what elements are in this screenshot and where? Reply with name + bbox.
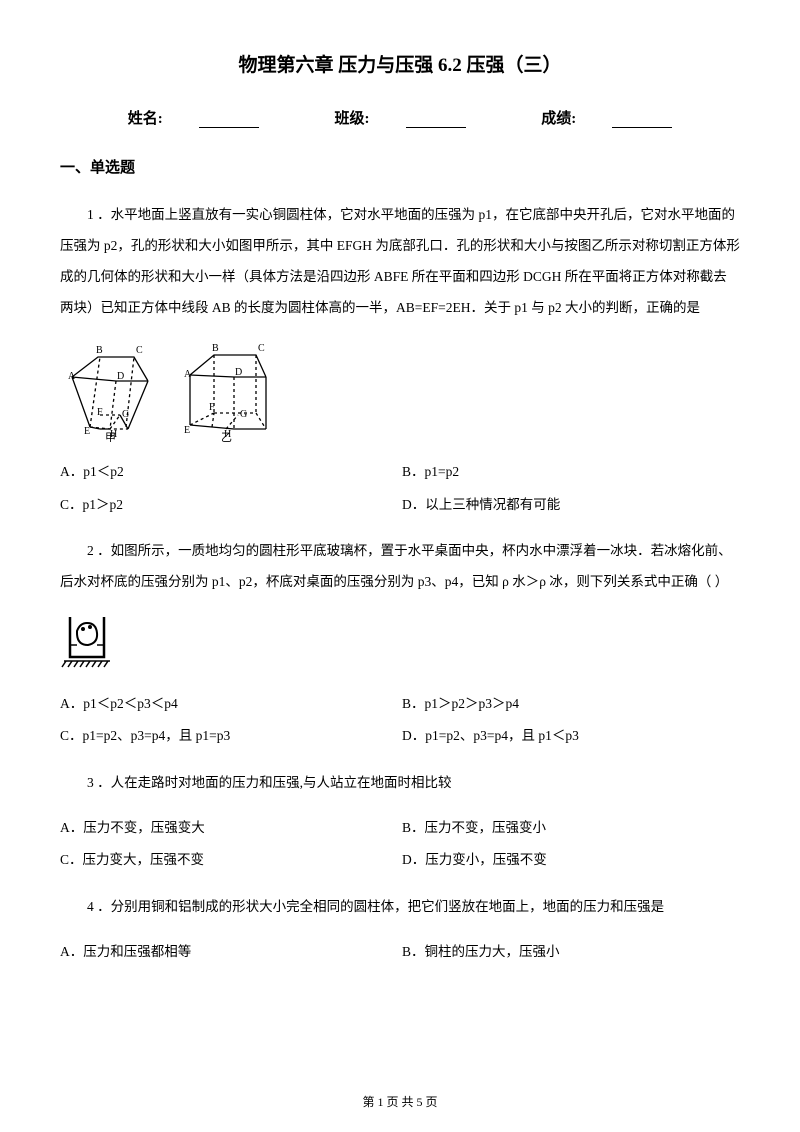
svg-text:G: G bbox=[240, 409, 247, 420]
q1-figures: A B C D E F G H 甲 A B C D E F bbox=[60, 337, 740, 442]
q1-optC: C．p1＞p2 bbox=[60, 489, 400, 521]
svg-text:B: B bbox=[96, 345, 103, 356]
svg-text:D: D bbox=[117, 371, 124, 382]
q1-optD: D．以上三种情况都有可能 bbox=[400, 489, 740, 521]
q2-text: 2 ．如图所示，一质地均匀的圆柱形平底玻璃杯，置于水平桌面中央，杯内水中漂浮着一… bbox=[60, 535, 740, 597]
q4-text: 4 ．分别用铜和铝制成的形状大小完全相同的圆柱体，把它们竖放在地面上，地面的压力… bbox=[60, 891, 740, 922]
svg-text:E: E bbox=[184, 425, 190, 436]
svg-text:F: F bbox=[97, 407, 103, 418]
svg-text:B: B bbox=[212, 343, 219, 354]
q3-optC: C．压力变大，压强不变 bbox=[60, 844, 400, 876]
page-footer: 第 1 页 共 5 页 bbox=[0, 1093, 800, 1110]
cube-figure-2: A B C D E F G H 乙 bbox=[176, 337, 276, 442]
svg-text:A: A bbox=[184, 369, 192, 380]
student-info-row: 姓名: 班级: 成绩: bbox=[60, 107, 740, 128]
svg-text:A: A bbox=[68, 371, 76, 382]
class-label: 班级: bbox=[317, 111, 484, 127]
svg-text:乙: 乙 bbox=[221, 431, 232, 442]
page-title: 物理第六章 压力与压强 6.2 压强（三） bbox=[60, 50, 740, 77]
q3-text: 3 ．人在走路时对地面的压力和压强,与人站立在地面时相比较 bbox=[60, 767, 740, 798]
q2-optC: C．p1=p2、p3=p4，且 p1=p3 bbox=[60, 720, 400, 752]
q1-options: A．p1＜p2 B．p1=p2 C．p1＞p2 D．以上三种情况都有可能 bbox=[60, 456, 740, 521]
svg-text:C: C bbox=[136, 345, 143, 356]
q2-optD: D．p1=p2、p3=p4，且 p1＜p3 bbox=[400, 720, 740, 752]
q4-optB: B．铜柱的压力大，压强小 bbox=[400, 936, 740, 968]
svg-text:D: D bbox=[235, 367, 242, 378]
q3-optA: A．压力不变，压强变大 bbox=[60, 812, 400, 844]
q1-optA: A．p1＜p2 bbox=[60, 456, 400, 488]
section-heading: 一、单选题 bbox=[60, 156, 740, 177]
score-label: 成绩: bbox=[523, 111, 690, 127]
svg-text:甲: 甲 bbox=[105, 432, 116, 442]
svg-text:C: C bbox=[258, 343, 265, 354]
q3-optD: D．压力变小，压强不变 bbox=[400, 844, 740, 876]
name-label: 姓名: bbox=[110, 111, 277, 127]
cube-figure-1: A B C D E F G H 甲 bbox=[60, 337, 160, 442]
q2-options: A．p1＜p2＜p3＜p4 B．p1＞p2＞p3＞p4 C．p1=p2、p3=p… bbox=[60, 688, 740, 753]
q2-figure bbox=[60, 611, 740, 676]
q4-options: A．压力和压强都相等 B．铜柱的压力大，压强小 bbox=[60, 936, 740, 968]
q1-optB: B．p1=p2 bbox=[400, 456, 740, 488]
svg-text:E: E bbox=[84, 426, 90, 437]
q4-optA: A．压力和压强都相等 bbox=[60, 936, 400, 968]
q3-optB: B．压力不变，压强变小 bbox=[400, 812, 740, 844]
svg-text:F: F bbox=[209, 402, 215, 413]
q3-options: A．压力不变，压强变大 B．压力不变，压强变小 C．压力变大，压强不变 D．压力… bbox=[60, 812, 740, 877]
q2-optB: B．p1＞p2＞p3＞p4 bbox=[400, 688, 740, 720]
q2-optA: A．p1＜p2＜p3＜p4 bbox=[60, 688, 400, 720]
q1-text: 1 ．水平地面上竖直放有一实心铜圆柱体，它对水平地面的压强为 p1，在它底部中央… bbox=[60, 199, 740, 323]
svg-text:G: G bbox=[122, 409, 129, 420]
